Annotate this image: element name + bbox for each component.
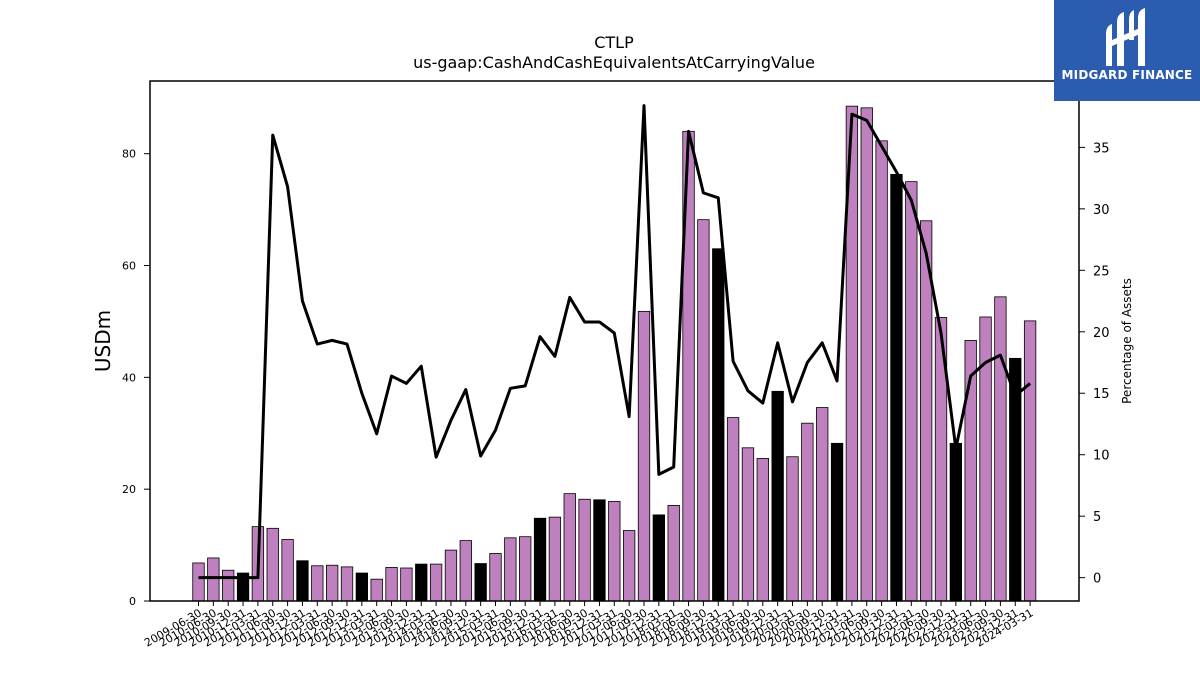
percentage-line — [198, 104, 1032, 580]
bar — [623, 530, 636, 602]
y-tick-label: 0 — [129, 595, 136, 608]
bar — [1023, 320, 1037, 602]
bar — [652, 514, 665, 602]
bar — [533, 517, 547, 602]
bar — [266, 527, 279, 602]
bar — [756, 458, 769, 602]
bar — [712, 248, 725, 602]
y2-tick-label: 10 — [1093, 449, 1110, 464]
bar — [325, 564, 339, 602]
bar — [311, 565, 324, 602]
bar — [459, 540, 472, 602]
line-group — [198, 104, 1032, 580]
bar — [741, 447, 755, 602]
y2-tick-label: 15 — [1093, 387, 1110, 402]
bar — [519, 536, 532, 602]
bar — [400, 567, 413, 602]
x-axis: 2009-06-302010-06-302010-09-302010-12-31… — [142, 601, 1036, 650]
brand-logo: MIDGARD FINANCE — [1054, 0, 1200, 101]
bar — [608, 501, 621, 602]
bar — [385, 567, 398, 602]
bar — [415, 563, 428, 602]
bar — [830, 442, 844, 602]
bar — [860, 107, 873, 602]
bars-group — [192, 105, 1037, 602]
bar — [563, 493, 576, 602]
bar — [281, 539, 294, 602]
y-tick-label: 60 — [122, 260, 136, 273]
bar — [697, 219, 710, 602]
y2-tick-label: 20 — [1093, 326, 1110, 341]
right-axis: 0 5 10 15 20 25 30 35 — [1079, 141, 1110, 587]
bar — [949, 442, 962, 602]
bar — [905, 181, 918, 602]
bar — [771, 390, 784, 602]
y2-tick-label: 0 — [1093, 572, 1101, 587]
brand-name: MIDGARD FINANCE — [1061, 68, 1193, 82]
y2-tick-label: 25 — [1093, 264, 1110, 279]
bar — [370, 578, 383, 602]
y-tick-label: 80 — [122, 148, 136, 161]
left-axis: 0 20 40 60 80 — [122, 148, 150, 608]
bar — [578, 498, 591, 602]
bar — [207, 557, 220, 602]
bar — [192, 562, 205, 602]
bar — [355, 572, 369, 602]
bar — [340, 566, 354, 602]
bar — [890, 173, 903, 602]
y-tick-label: 20 — [122, 483, 136, 496]
logo-mark-icon — [1106, 8, 1145, 66]
bar — [667, 504, 680, 602]
y2-tick-label: 35 — [1093, 141, 1110, 156]
bar — [548, 516, 562, 602]
y2-axis-label: Percentage of Assets — [1120, 278, 1134, 404]
bar — [489, 553, 502, 602]
chart-title: CTLP — [594, 33, 634, 52]
bar — [444, 549, 458, 602]
bar — [222, 569, 235, 602]
bar — [994, 296, 1007, 602]
chart-subtitle: us-gaap:CashAndCashEquivalentsAtCarrying… — [413, 53, 815, 72]
bar — [726, 417, 740, 602]
y-axis-label: USDm — [91, 310, 115, 372]
bar — [816, 407, 829, 602]
bar — [593, 499, 606, 602]
bar — [504, 537, 517, 602]
bar — [637, 310, 651, 602]
y-tick-label: 40 — [122, 371, 136, 384]
bar — [786, 456, 799, 602]
y2-tick-label: 30 — [1093, 203, 1110, 218]
bar — [801, 422, 814, 602]
y2-tick-label: 5 — [1093, 510, 1101, 525]
bar — [474, 563, 487, 602]
bar — [296, 560, 309, 602]
bar — [429, 563, 443, 602]
bar — [875, 140, 888, 602]
